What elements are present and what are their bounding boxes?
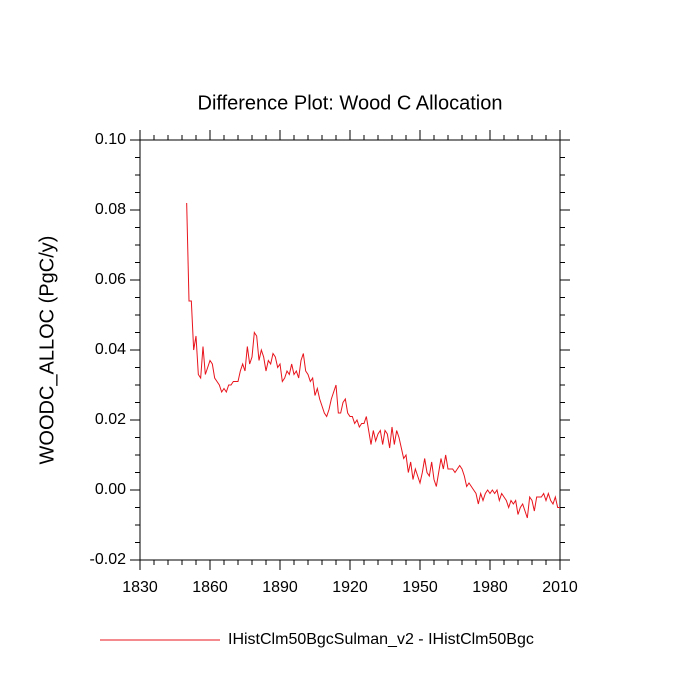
y-axis-title: WOODC_ALLOC (PgC/y) — [36, 236, 58, 465]
y-tick-label: 0.10 — [95, 131, 126, 148]
x-tick-label: 2010 — [542, 579, 578, 596]
legend-label: IHistClm50BgcSulman_v2 - IHistClm50Bgc — [228, 631, 534, 648]
y-tick-label: -0.02 — [90, 551, 127, 568]
x-tick-label: 1950 — [402, 579, 438, 596]
y-tick-label: 0.08 — [95, 201, 126, 218]
y-tick-label: 0.04 — [95, 341, 126, 358]
x-tick-label: 1890 — [262, 579, 298, 596]
x-tick-label: 1830 — [122, 579, 158, 596]
y-tick-label: 0.00 — [95, 481, 126, 498]
y-tick-label: 0.02 — [95, 411, 126, 428]
chart-title: Difference Plot: Wood C Allocation — [198, 92, 503, 114]
x-tick-label: 1860 — [192, 579, 228, 596]
y-tick-label: 0.06 — [95, 271, 126, 288]
x-tick-label: 1920 — [332, 579, 368, 596]
data-line — [186, 202, 560, 519]
x-tick-label: 1980 — [472, 579, 508, 596]
